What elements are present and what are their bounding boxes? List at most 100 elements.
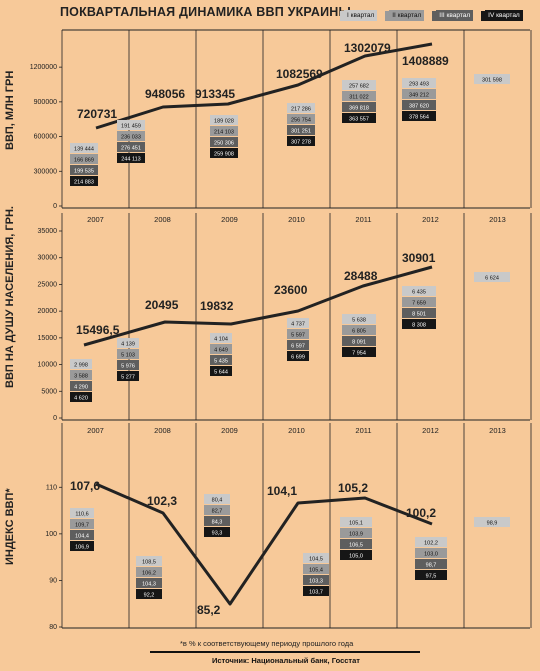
annual-value-label: 1302079: [344, 41, 391, 55]
y-tick-label: 100: [45, 531, 57, 538]
quarter-value-label: 98,7: [426, 563, 437, 569]
category-label: 2010: [288, 426, 305, 435]
quarter-bar: [474, 517, 510, 527]
quarter-bar: [342, 336, 376, 346]
quarter-value-label: 109,7: [75, 523, 89, 529]
quarter-value-label: 5 597: [291, 333, 305, 339]
quarter-bar: [342, 325, 376, 335]
legend-label-q4: IV квартал: [485, 10, 523, 21]
quarter-value-label: 349 212: [409, 93, 429, 99]
category-label: 2012: [422, 426, 439, 435]
quarter-value-label: 6 435: [412, 290, 426, 296]
quarter-bar: [117, 131, 145, 141]
quarter-bar: [303, 564, 329, 574]
legend-swatch-q1: [340, 10, 344, 21]
y-tick-label: 20000: [38, 308, 58, 315]
quarter-value-label: 5 644: [214, 370, 228, 376]
quarter-value-label: 4 290: [74, 385, 88, 391]
category-label: 2009: [221, 215, 238, 224]
quarter-bar: [415, 559, 447, 569]
quarter-value-label: 7 954: [352, 351, 366, 357]
category-label: 2007: [87, 215, 104, 224]
quarter-bar: [402, 319, 436, 329]
quarter-value-label: 387 620: [409, 104, 429, 110]
quarter-value-label: 217 286: [291, 107, 311, 113]
quarter-value-label: 80,4: [212, 498, 223, 504]
quarter-bar: [342, 102, 376, 112]
annual-value-label: 20495: [145, 298, 179, 312]
legend-item-q1: I квартал: [340, 10, 378, 21]
quarter-value-label: 104,4: [75, 534, 89, 540]
quarter-value-label: 4 737: [291, 322, 305, 328]
quarter-value-label: 3 588: [74, 374, 88, 380]
quarter-bar: [204, 505, 230, 515]
annual-value-label: 948056: [145, 87, 185, 101]
quarter-bar: [70, 176, 98, 186]
annual-value-label: 19832: [200, 299, 234, 313]
quarter-value-label: 293 493: [409, 82, 429, 88]
quarter-bar: [136, 578, 162, 588]
y-tick-label: 10000: [38, 362, 58, 369]
annual-series-line: [95, 482, 433, 606]
category-label: 2008: [154, 215, 171, 224]
quarter-value-label: 244 113: [121, 157, 140, 163]
gdp-ylabel: ВВП, МЛН ГРН: [4, 70, 16, 150]
quarter-value-label: 276 451: [121, 146, 141, 152]
quarter-bar: [210, 137, 238, 147]
quarter-bar: [402, 89, 436, 99]
quarter-value-label: 6 624: [485, 276, 499, 282]
quarter-bar: [70, 519, 94, 529]
quarter-value-label: 98,9: [487, 521, 498, 527]
legend-item-q3: III квартал: [432, 10, 474, 21]
quarter-value-label: 4 620: [74, 396, 88, 402]
quarter-bar: [474, 272, 510, 282]
y-tick-label: 0: [53, 415, 57, 422]
quarter-bar: [342, 80, 376, 90]
quarter-bar: [287, 318, 309, 328]
quarter-value-label: 5 103: [121, 353, 135, 359]
quarter-bar: [210, 115, 238, 125]
category-label: 2013: [489, 215, 506, 224]
quarter-value-label: 214 103: [214, 130, 234, 136]
category-label: 2011: [355, 215, 371, 224]
category-label: 2011: [355, 426, 371, 435]
quarter-value-label: 5 638: [352, 318, 366, 324]
quarter-bar: [402, 297, 436, 307]
quarter-value-label: 103,9: [349, 532, 363, 538]
quarter-bar: [287, 351, 309, 361]
quarter-bar: [117, 142, 145, 152]
quarter-value-label: 104,5: [309, 557, 323, 563]
legend: I квартал II квартал III квартал IV квар…: [340, 10, 523, 21]
quarter-bar: [303, 575, 329, 585]
quarter-bar: [287, 329, 309, 339]
quarter-bar: [70, 541, 94, 551]
quarter-bar: [415, 537, 447, 547]
quarter-value-label: 257 682: [349, 84, 369, 90]
quarter-bar: [70, 530, 94, 540]
quarter-value-label: 4 139: [121, 342, 135, 348]
legend-swatch-q2: [385, 10, 390, 21]
footnote: *в % к соответствующему периоду прошлого…: [180, 639, 354, 648]
quarter-value-label: 307 278: [291, 140, 311, 146]
quarter-bar: [136, 567, 162, 577]
annual-series-line: [95, 42, 433, 130]
quarter-bar: [70, 370, 92, 380]
legend-label-q3: III квартал: [436, 10, 474, 21]
quarter-bar: [204, 516, 230, 526]
quarter-bar: [287, 125, 315, 135]
annual-value-label: 720731: [77, 107, 117, 121]
quarter-value-label: 103,0: [424, 552, 438, 558]
quarter-bar: [340, 550, 372, 560]
annual-value-label: 102,3: [147, 494, 177, 508]
quarter-bar: [70, 143, 98, 153]
quarter-bar: [70, 508, 94, 518]
quarter-value-label: 8 501: [412, 312, 426, 318]
annual-value-label: 15496,5: [76, 323, 120, 337]
quarter-bar: [287, 340, 309, 350]
quarter-bar: [117, 338, 139, 348]
quarter-value-label: 2 998: [74, 363, 88, 369]
quarter-bar: [287, 136, 315, 146]
quarter-value-label: 166 869: [74, 158, 94, 164]
quarter-bar: [342, 347, 376, 357]
